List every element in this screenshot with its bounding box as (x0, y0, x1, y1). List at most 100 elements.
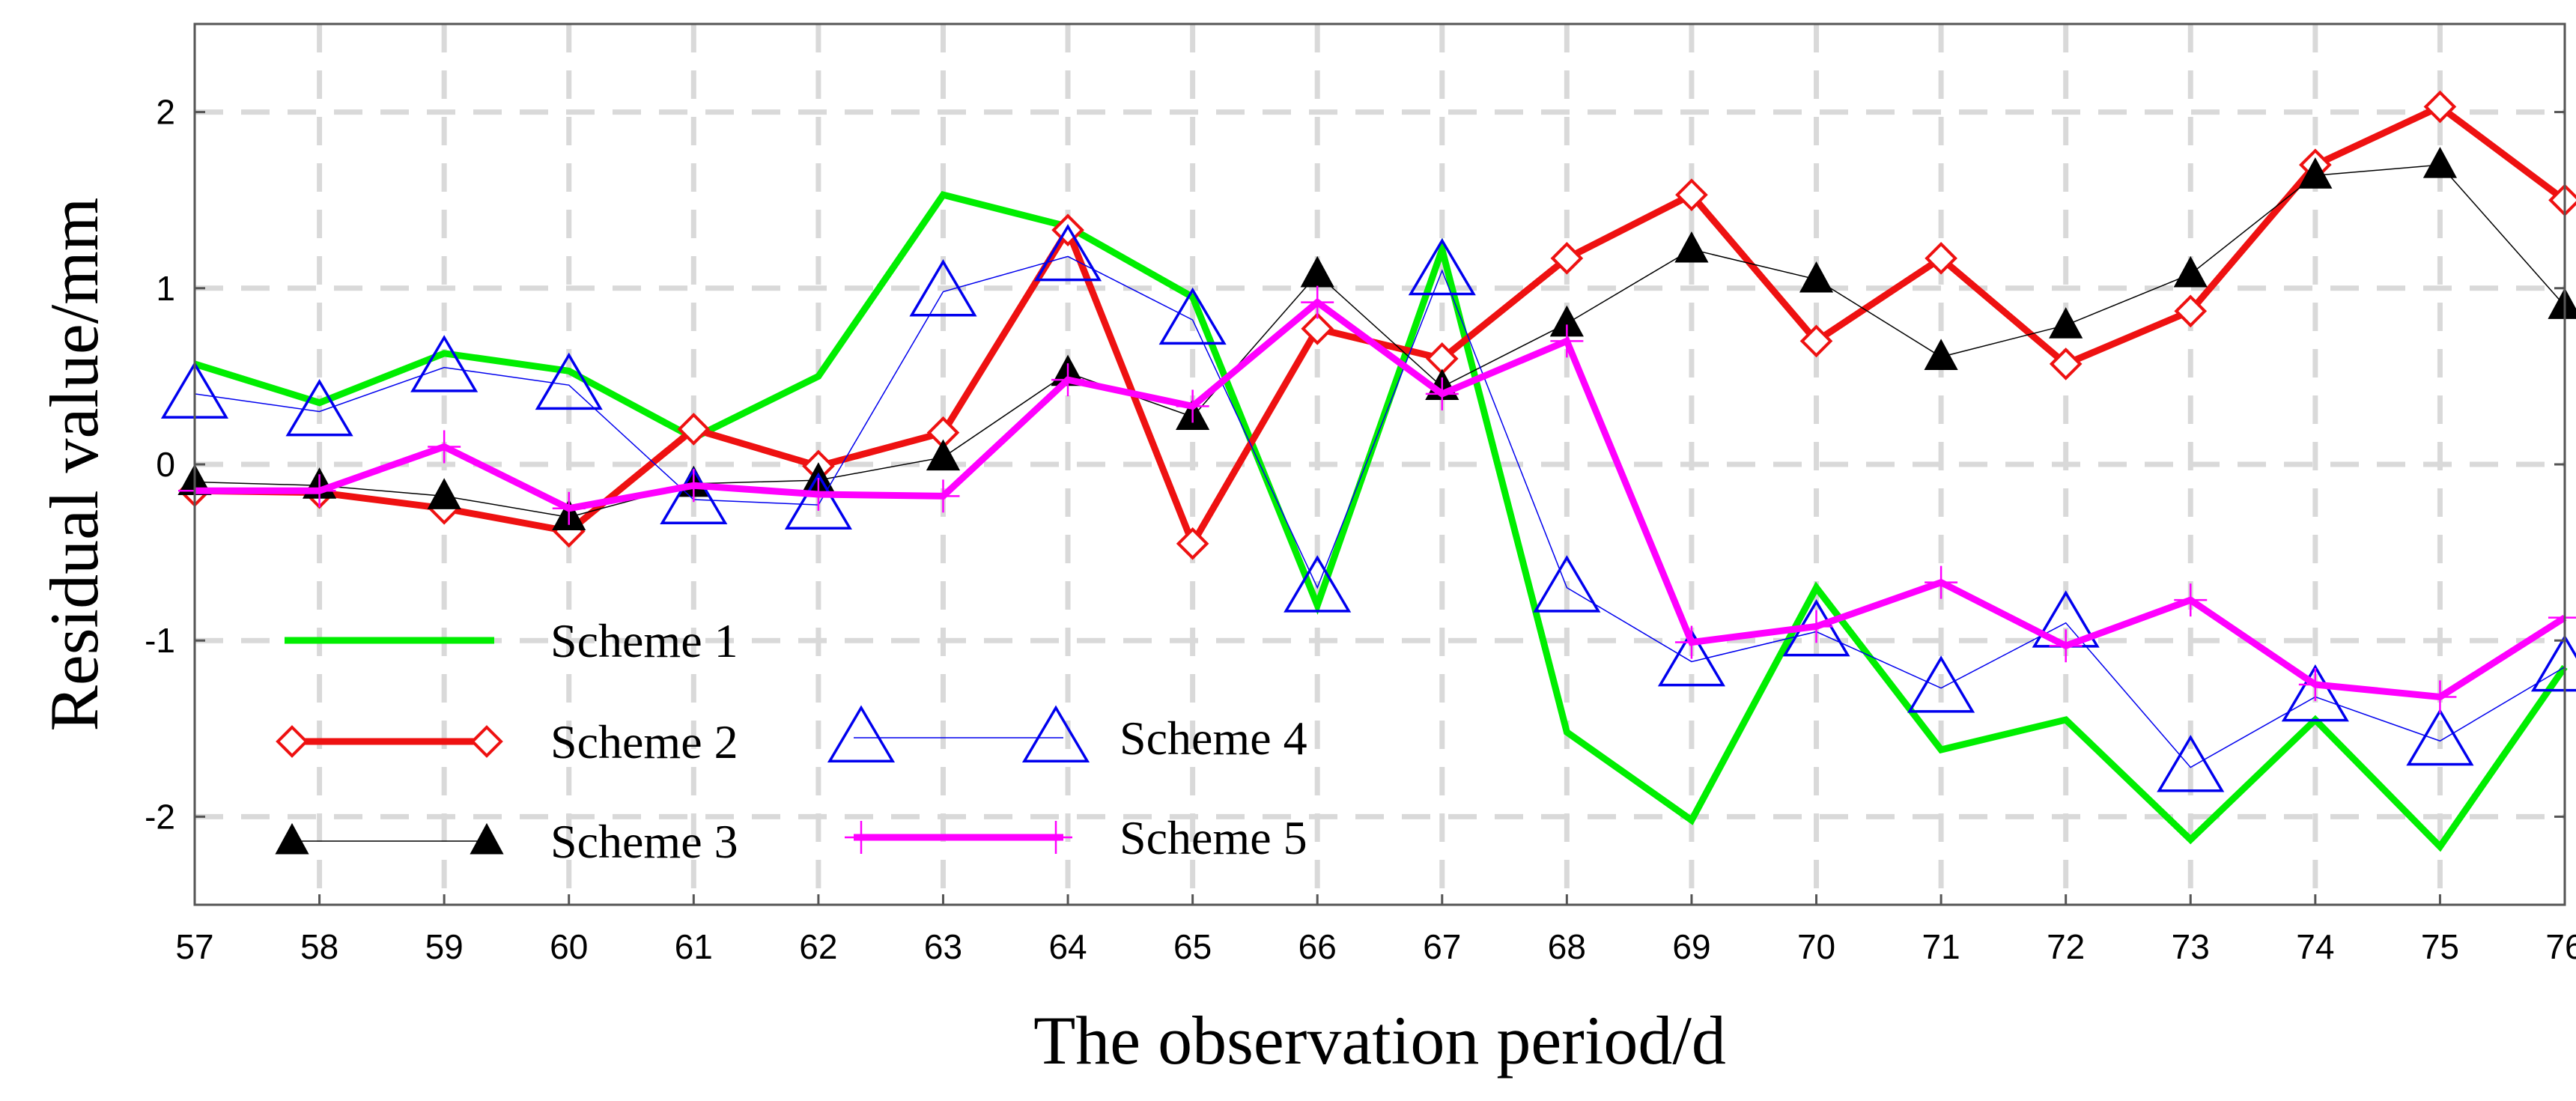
scheme-5-line (195, 297, 2567, 701)
legend-marker-scheme-2 (276, 725, 309, 758)
scheme-2-point (1799, 324, 1833, 358)
scheme-2-point (2423, 90, 2457, 124)
legend-item-scheme-3: Scheme 3 (275, 815, 738, 868)
x-tick-label: 62 (799, 927, 837, 966)
scheme-5-point (926, 479, 960, 513)
scheme-3-point (2422, 147, 2458, 178)
scheme-5-point (428, 430, 461, 464)
x-tick-label: 72 (2047, 927, 2085, 966)
grid (195, 24, 2565, 905)
x-tick-label: 61 (675, 927, 713, 966)
scheme-5-point (2298, 668, 2332, 701)
y-axis-title: Residual value/mm (36, 198, 112, 732)
scheme-5-point (2049, 629, 2083, 663)
scheme-3-point (2049, 307, 2083, 339)
scheme-5-point (303, 474, 336, 508)
scheme-3-point (2173, 255, 2208, 288)
scheme-5-point (2174, 583, 2208, 617)
series-scheme-4 (160, 224, 2576, 792)
axes-layer: 57 58 59 60 61 62 63 64 65 66 67 68 69 70 71 72 73 74 75 76… (145, 93, 2576, 966)
series-scheme-1 (193, 191, 2568, 852)
scheme-3-point (1300, 255, 1334, 288)
legend-label-scheme-2: Scheme 2 (550, 715, 738, 768)
scheme-2-point (2174, 294, 2208, 328)
scheme-3-point (1674, 231, 1709, 263)
scheme-3-point (1924, 339, 1958, 371)
legend-item-scheme-4: Scheme 4 (827, 705, 1307, 765)
scheme-5-point (1674, 625, 1708, 659)
scheme-3-point (926, 439, 961, 471)
scheme-5-point (1301, 285, 1334, 319)
x-tick-label: 59 (425, 927, 464, 966)
scheme-2-point (1675, 178, 1708, 211)
scheme-4-point (1033, 224, 1102, 282)
scheme-3-point (1799, 261, 1834, 293)
scheme-5-point (1550, 324, 1584, 358)
x-tick-label: 63 (924, 927, 962, 966)
scheme-2-point (1550, 241, 1584, 275)
scheme-2-point (1301, 312, 1334, 345)
scheme-3-point (2298, 157, 2333, 189)
legend-marker-scheme-4 (1021, 705, 1090, 762)
x-tick-label: 60 (550, 927, 588, 966)
scheme-5-point (2423, 680, 2457, 714)
x-tick-label: 70 (1797, 927, 1835, 966)
scheme-2-point (677, 413, 711, 446)
legend-marker-scheme-4 (827, 705, 896, 762)
scheme-5-point (1799, 610, 1833, 643)
x-tick-label: 74 (2296, 927, 2334, 966)
legend-item-scheme-2: Scheme 2 (276, 715, 738, 768)
scheme-4-point (1158, 287, 1227, 345)
legend-marker-scheme-5 (845, 821, 878, 854)
legend-label-scheme-4: Scheme 4 (1120, 712, 1307, 765)
series-layer (160, 90, 2576, 852)
x-tick-label: 64 (1048, 927, 1087, 966)
scheme-2-point (1176, 527, 1209, 560)
x-tick-label: 66 (1298, 927, 1337, 966)
legend-marker-scheme-2 (470, 725, 503, 758)
scheme-4-point (285, 378, 353, 437)
scheme-4-point (2281, 664, 2349, 722)
legend-marker-scheme-3 (275, 822, 309, 855)
scheme-5-point (1425, 377, 1459, 410)
scheme-4-point (2406, 708, 2474, 766)
scheme-5-point (1176, 389, 1209, 423)
y-tick-label: 2 (156, 93, 175, 132)
x-tick-label: 71 (1922, 927, 1960, 966)
scheme-2-point (2049, 348, 2083, 380)
scheme-4-point (660, 467, 728, 524)
scheme-2-point (1925, 241, 1957, 275)
legend-label-scheme-1: Scheme 1 (550, 614, 738, 667)
scheme-4-point (2157, 735, 2225, 792)
y-tick-label: 1 (156, 269, 175, 308)
y-tick-label: -2 (145, 797, 175, 836)
x-tick-label: 58 (300, 927, 338, 966)
scheme-3-point (2548, 288, 2576, 319)
scheme-5-point (1051, 363, 1085, 397)
x-tick-label: 73 (2172, 927, 2210, 966)
y-tick-label: -1 (145, 621, 175, 660)
x-tick-label: 68 (1548, 927, 1586, 966)
scheme-4-point (1907, 655, 1975, 713)
scheme-4-point (410, 335, 479, 392)
scheme-4-point (784, 472, 852, 530)
legend: Scheme 1 Scheme 2 Scheme 3 Scheme 4 Scheme 5 (275, 614, 1307, 868)
x-tick-label: 57 (175, 927, 213, 966)
scheme-2-line (194, 103, 2567, 552)
scheme-4-point (1408, 237, 1476, 296)
scheme-4-point (535, 352, 603, 410)
scheme-5-point (801, 477, 835, 511)
x-axis-title: The observation period/d (1033, 1002, 1726, 1079)
scheme-5-point (1925, 565, 1958, 599)
x-tick-label: 67 (1423, 927, 1461, 966)
x-tick-label: 75 (2421, 927, 2459, 966)
legend-marker-scheme-3 (470, 822, 504, 855)
scheme-4-point (909, 259, 977, 317)
x-tick-label: 65 (1173, 927, 1212, 966)
scheme-4-point (1657, 628, 1726, 687)
x-tick-label: 69 (1672, 927, 1710, 966)
legend-marker-scheme-5 (1039, 821, 1072, 854)
scheme-5-point (552, 491, 586, 525)
legend-label-scheme-3: Scheme 3 (550, 815, 738, 868)
series-scheme-5 (178, 285, 2576, 714)
